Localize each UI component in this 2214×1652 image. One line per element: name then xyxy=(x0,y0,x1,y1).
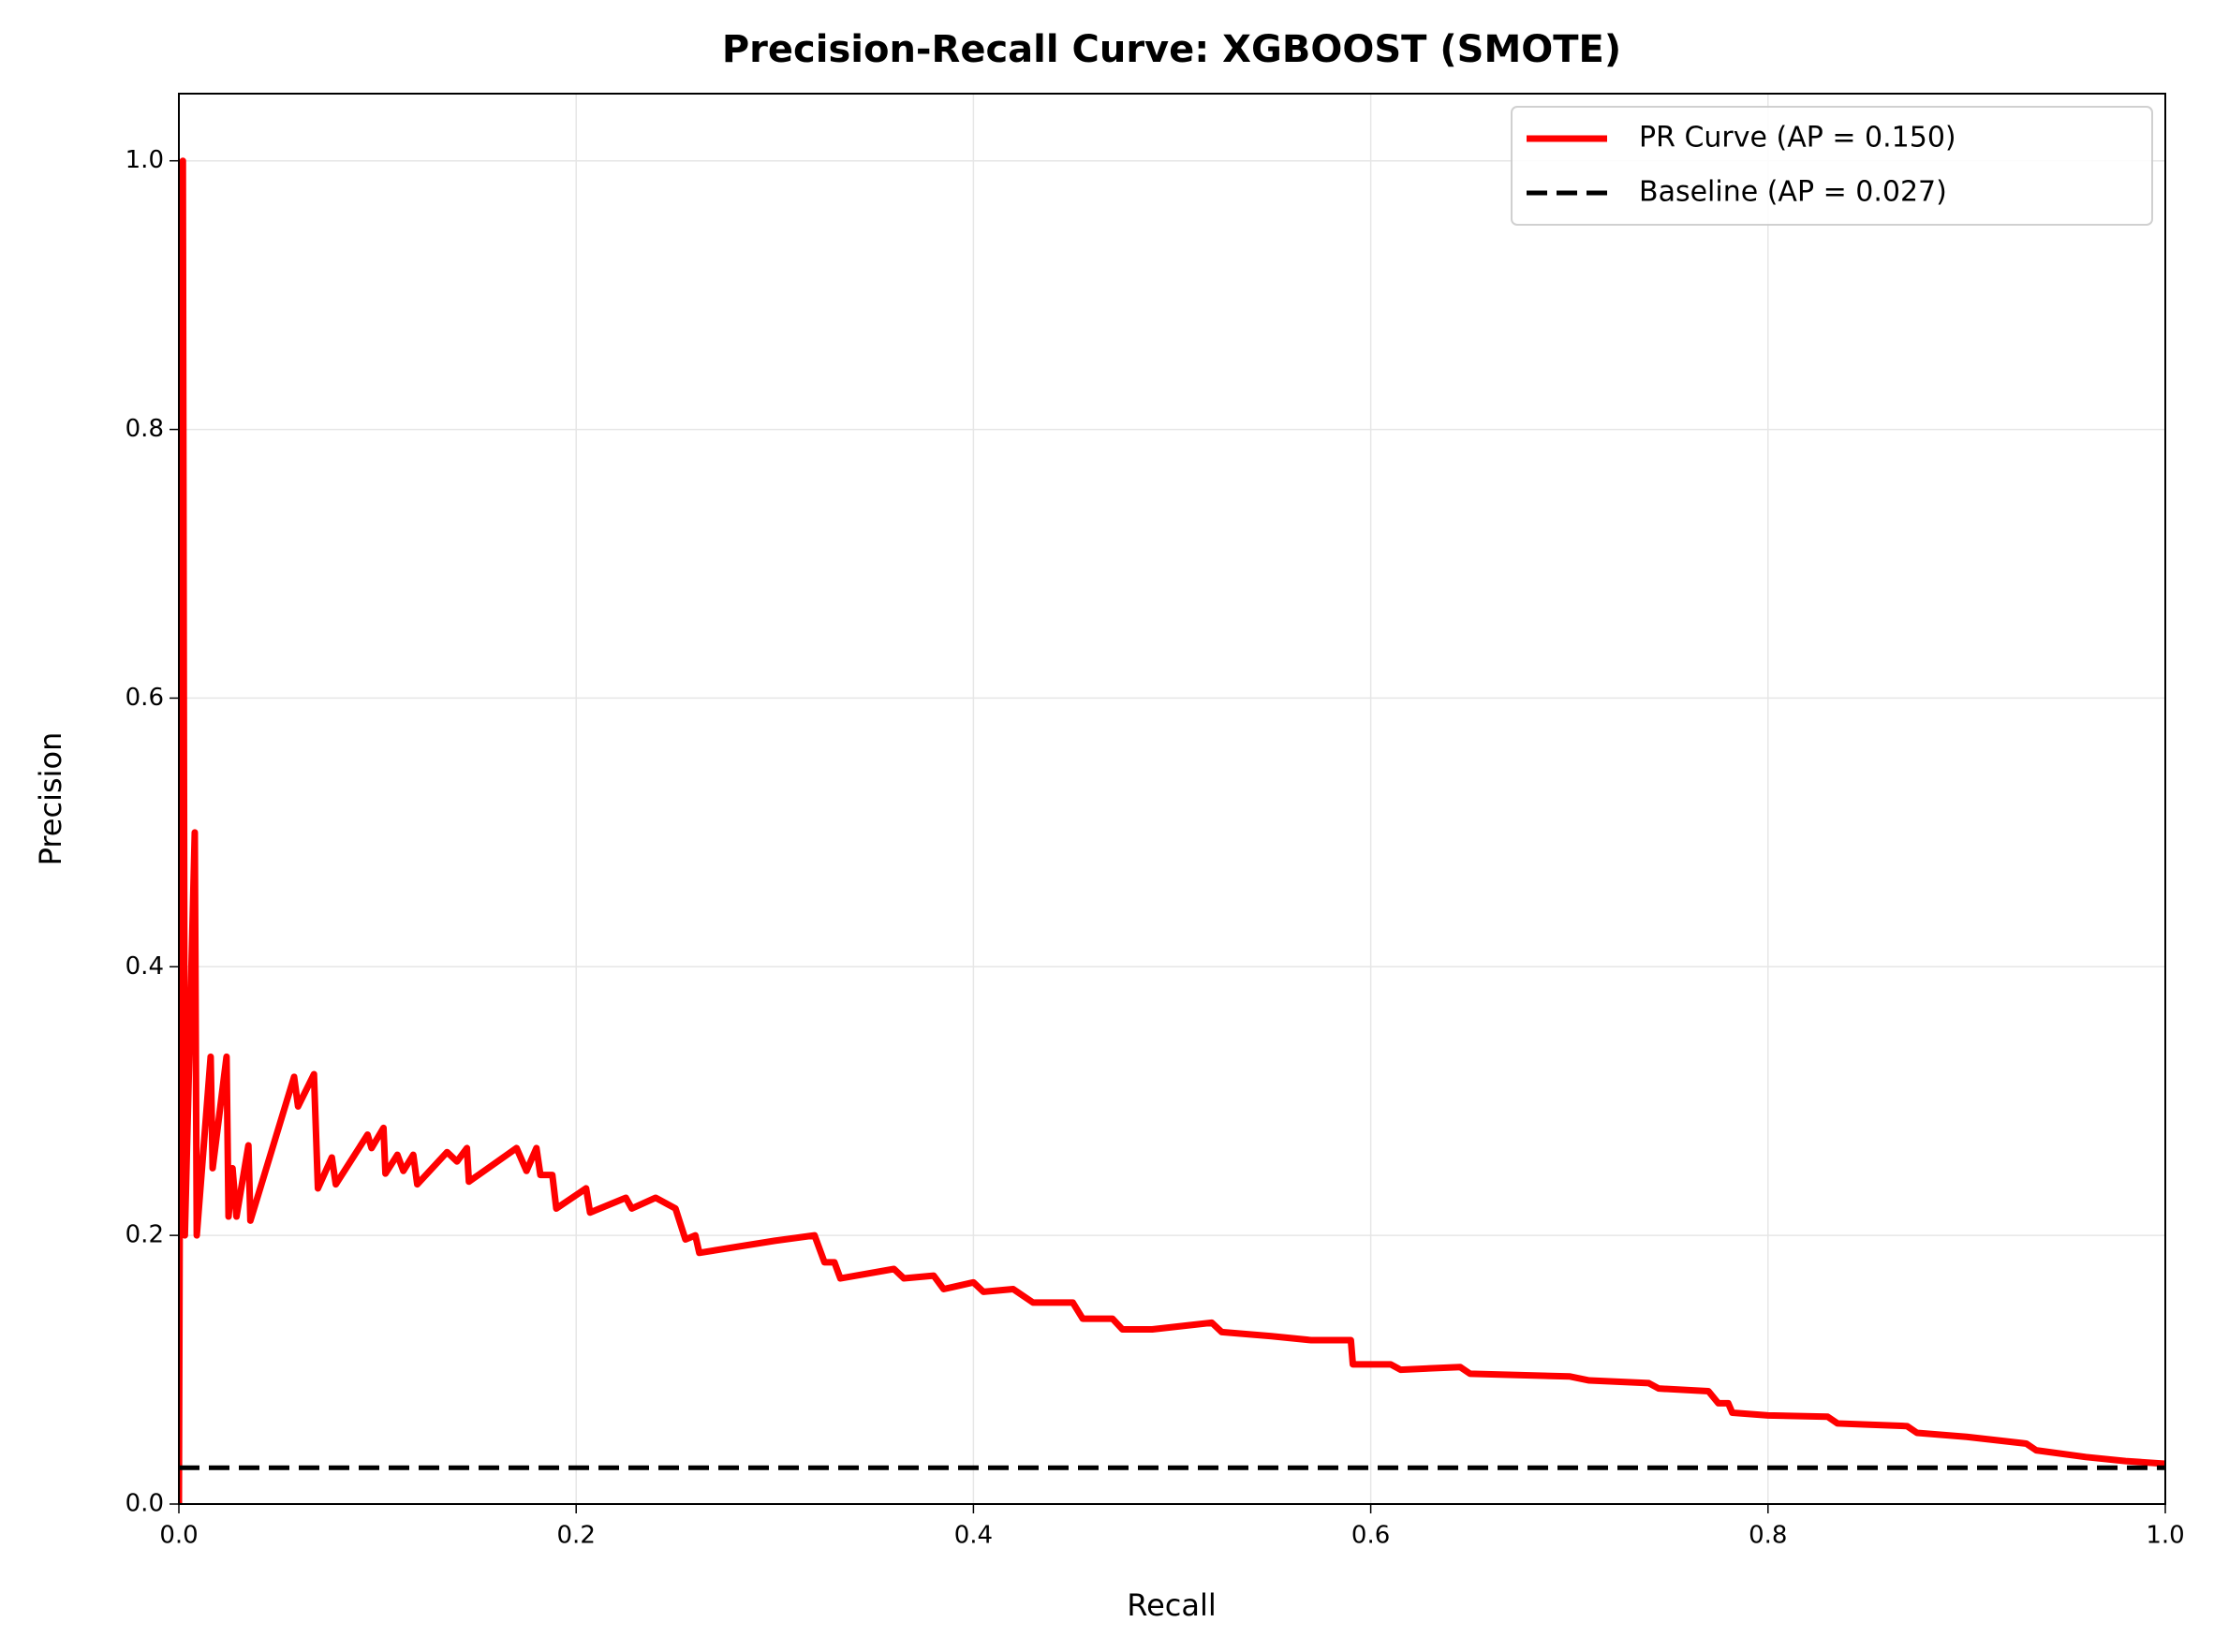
chart-title: Precision-Recall Curve: XGBOOST (SMOTE) xyxy=(722,28,1621,71)
y-tick-label: 0.6 xyxy=(125,684,164,712)
y-tick-label: 0.2 xyxy=(125,1221,164,1249)
x-tick-label: 0.4 xyxy=(954,1522,993,1550)
legend-label: PR Curve (AP = 0.150) xyxy=(1639,122,1956,155)
y-axis-label: Precision xyxy=(33,732,68,866)
y-tick-label: 1.0 xyxy=(125,146,164,174)
x-tick-label: 0.8 xyxy=(1749,1522,1787,1550)
x-tick-label: 1.0 xyxy=(2146,1522,2184,1550)
y-tick-label: 0.8 xyxy=(125,415,164,443)
y-tick-label: 0.4 xyxy=(125,952,164,981)
plot-frame xyxy=(178,93,2166,1505)
x-tick-label: 0.6 xyxy=(1351,1522,1390,1550)
x-tick-label: 0.2 xyxy=(557,1522,596,1550)
y-tick-label: 0.0 xyxy=(125,1490,164,1518)
x-axis-label: Recall xyxy=(1127,1587,1216,1623)
legend-box xyxy=(1511,106,2153,226)
series-line xyxy=(179,157,2165,1504)
legend-label: Baseline (AP = 0.027) xyxy=(1639,176,1947,209)
x-tick-label: 0.0 xyxy=(159,1522,198,1550)
